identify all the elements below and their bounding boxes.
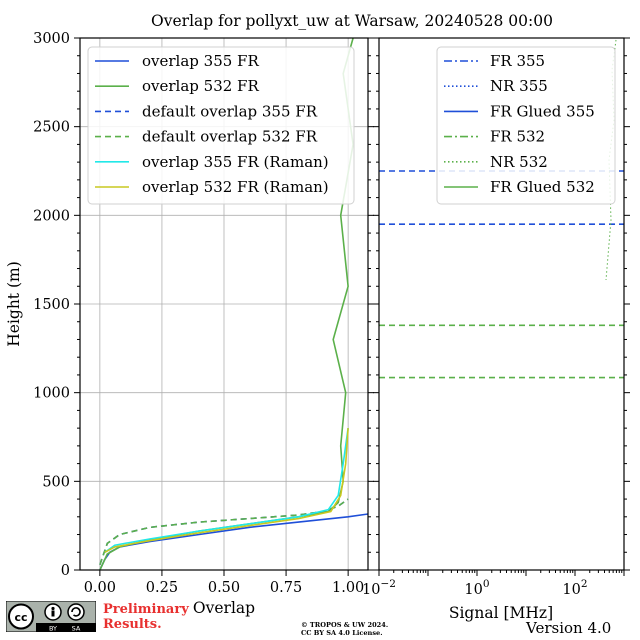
legend-label-5: overlap 532 FR (Raman) (142, 178, 329, 196)
right-legend-label-4: NR 532 (490, 153, 548, 171)
legend-label-3: default overlap 532 FR (142, 128, 318, 146)
x-tick-label-4: 1.00 (332, 580, 364, 596)
copyright-line-2: CC BY SA 4.0 License. (301, 629, 383, 637)
y-tick-label-3: 1500 (33, 297, 70, 313)
log-tick-label-0: 10−2 (362, 578, 396, 598)
y-tick-label-1: 500 (42, 474, 70, 490)
cc-icon (8, 603, 34, 630)
left-ticks: 0.00 0.25 0.50 0.75 1.00 0 500 1000 1500 2000 2500… (33, 31, 374, 596)
right-legend: FR 355 NR 355 FR Glued 355 FR 532 NR 532 FR G… (436, 46, 616, 205)
right-legend-label-3: FR 532 (490, 128, 545, 146)
series-line-4 (104, 427, 349, 553)
right-legend-label-2: FR Glued 355 (490, 102, 595, 120)
left-y-label: Height (m) (5, 261, 23, 347)
log-tick-label-2: 102 (562, 578, 587, 598)
svg-text:cc: cc (14, 611, 27, 624)
right-legend-label-0: FR 355 (490, 52, 545, 70)
legend-label-0: overlap 355 FR (142, 52, 259, 70)
series-line-3 (99, 498, 349, 565)
preliminary-results-note: Preliminary Results. (103, 602, 189, 632)
copyright-line-1: © TROPOS & UW 2024. (301, 621, 389, 629)
svg-text:SA: SA (72, 625, 81, 633)
svg-text:BY: BY (49, 625, 57, 633)
x-tick-label-2: 0.50 (208, 580, 240, 596)
x-tick-label-3: 0.75 (270, 580, 302, 596)
y-tick-label-4: 2000 (33, 208, 70, 224)
right-legend-label-1: NR 355 (490, 77, 548, 95)
y-tick-label-2: 1000 (33, 386, 70, 402)
left-legend-box (87, 46, 355, 205)
right-ticks: 10−2 100 102 (362, 37, 630, 598)
version-label: Version 4.0 (526, 619, 612, 637)
chart-title: Overlap for pollyxt_uw at Warsaw, 202405… (151, 12, 553, 30)
cc-license-badge: cc BY SA (6, 601, 96, 632)
x-tick-label-0: 0.00 (84, 580, 116, 596)
legend-label-2: default overlap 355 FR (142, 102, 318, 120)
x-tick-label-1: 0.25 (146, 580, 178, 596)
copyright-note: © TROPOS & UW 2024. CC BY SA 4.0 License… (301, 621, 388, 637)
left-legend: overlap 355 FR overlap 532 FR default over… (87, 46, 355, 205)
log-tick-label-1: 100 (464, 578, 489, 598)
y-tick-label-6: 3000 (33, 31, 70, 47)
legend-label-1: overlap 532 FR (142, 77, 259, 95)
sa-icon (67, 603, 85, 621)
right-legend-box (436, 46, 616, 205)
y-tick-label-0: 0 (61, 563, 70, 579)
left-x-label: Overlap (193, 599, 255, 617)
right-legend-label-5: FR Glued 532 (490, 178, 595, 196)
right-x-label: Signal [MHz] (449, 604, 553, 622)
series-line-5 (104, 428, 349, 554)
y-tick-label-5: 2500 (33, 120, 70, 136)
legend-label-4: overlap 355 FR (Raman) (142, 153, 329, 171)
